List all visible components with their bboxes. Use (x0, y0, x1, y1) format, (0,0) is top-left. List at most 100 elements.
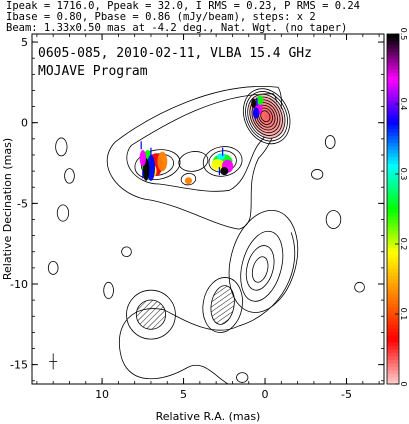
noise-contour (56, 204, 70, 222)
noise-contour (47, 260, 59, 275)
header-line-1: Ipeak = 1716.0, Ppeak = 32.0, I RMS = 0.… (6, 0, 360, 12)
colorbar-band (387, 86, 399, 91)
colorbar-band (387, 184, 399, 189)
colorbar-band (387, 181, 399, 185)
polarization-patch (184, 177, 193, 185)
polarization-blob (211, 158, 225, 171)
colorbar-band (387, 254, 399, 259)
colorbar-band (387, 163, 399, 168)
colorbar-band (387, 380, 399, 385)
colorbar-band (387, 41, 399, 45)
colorbar-band (387, 51, 399, 56)
colorbar-band (387, 244, 399, 248)
colorbar-band (387, 212, 399, 217)
colorbar-band (387, 202, 399, 206)
polarization-blob (139, 150, 147, 167)
colorbar-band (387, 48, 399, 52)
colorbar-band (387, 279, 399, 283)
polarization-blob (220, 167, 229, 176)
colorbar-band (387, 195, 399, 199)
header-line-3: Beam: 1.33x0.50 mas at -4.2 deg., Nat. W… (6, 22, 347, 34)
colorbar-band (387, 135, 399, 140)
colorbar-band (387, 37, 399, 42)
y-tick-label: -10 (10, 278, 28, 291)
colorbar-band (387, 104, 399, 108)
colorbar-band (387, 100, 399, 105)
header-line-2: Ibase = 0.80, Pbase = 0.86 (mJy/beam), s… (6, 11, 316, 23)
polarization-blob (256, 95, 264, 106)
colorbar-tick-label: 0.3 (399, 168, 408, 181)
colorbar-band (387, 310, 399, 315)
core-contour (245, 91, 288, 142)
colorbar-tick-label: 0.4 (399, 98, 408, 111)
y-tick-label: -5 (17, 197, 28, 210)
colorbar-band (387, 128, 399, 133)
colorbar-band (387, 125, 399, 129)
colorbar-band (387, 55, 399, 59)
noise-contour (324, 135, 336, 149)
colorbar-band (387, 58, 399, 63)
colorbar-band (387, 44, 399, 49)
colorbar-band (387, 177, 399, 182)
polarization-blob (251, 98, 257, 109)
jet-inner-contour (126, 93, 278, 192)
negative-contour (126, 289, 176, 340)
polarization-blob (157, 151, 168, 172)
colorbar-band (387, 146, 399, 150)
colorbar-band (387, 219, 399, 224)
colorbar-band (387, 230, 399, 234)
southern-contour (240, 230, 284, 302)
colorbar-band (387, 282, 399, 287)
colorbar-band (387, 356, 399, 360)
colorbar-tick-label: 0 (399, 381, 408, 386)
colorbar-band (387, 65, 399, 70)
colorbar-band (387, 83, 399, 87)
jet-outer-contour (106, 86, 282, 230)
colorbar-band (387, 226, 399, 231)
jet-knot-contour (180, 173, 197, 186)
x-tick-label: 10 (95, 388, 109, 401)
colorbar-band (387, 296, 399, 301)
colorbar-band (387, 258, 399, 262)
axis-ticks: 10 5 0 -5 5 0 -5 -10 -15 (10, 34, 384, 401)
colorbar-band (387, 216, 399, 220)
colorbar-band (387, 335, 399, 339)
colorbar-band (387, 209, 399, 213)
core-contour (260, 110, 271, 123)
y-tick-label: 0 (21, 117, 28, 130)
chart-title: 0605-085, 2010-02-11, VLBA 15.4 GHz (38, 46, 312, 61)
x-tick-label: 5 (180, 388, 187, 401)
colorbar-band (387, 307, 399, 311)
colorbar-band (387, 132, 399, 136)
colorbar-band (387, 289, 399, 294)
colorbar-band (387, 118, 399, 122)
colorbar-band (387, 90, 399, 94)
polarization-blob (252, 107, 260, 119)
noise-contour (325, 210, 342, 229)
colorbar-band (387, 251, 399, 255)
x-tick-label: -5 (341, 388, 352, 401)
colorbar-band (387, 247, 399, 252)
colorbar-band (387, 111, 399, 115)
negative-contour (202, 277, 243, 333)
colorbar-band (387, 233, 399, 238)
colorbar-tick-label: 0.5 (399, 28, 408, 41)
noise-contour (311, 169, 324, 180)
colorbar-band (387, 237, 399, 241)
y-tick-label: 5 (21, 36, 28, 49)
colorbar-band (387, 293, 399, 297)
jet-knot-contour (178, 151, 209, 172)
x-axis-label: Relative R.A. (mas) (156, 410, 261, 423)
colorbar-band (387, 370, 399, 374)
colorbar-band (387, 160, 399, 164)
polarization-patch (211, 153, 234, 176)
colorbar-tick-label: 0.1 (399, 308, 408, 321)
core-contour (247, 93, 286, 139)
colorbar-band (387, 139, 399, 143)
southern-extended-contour (119, 232, 296, 384)
colorbar-band (387, 324, 399, 329)
noise-contour (64, 168, 75, 184)
colorbar-band (387, 272, 399, 276)
colorbar-band (387, 286, 399, 290)
colorbar-band (387, 114, 399, 119)
